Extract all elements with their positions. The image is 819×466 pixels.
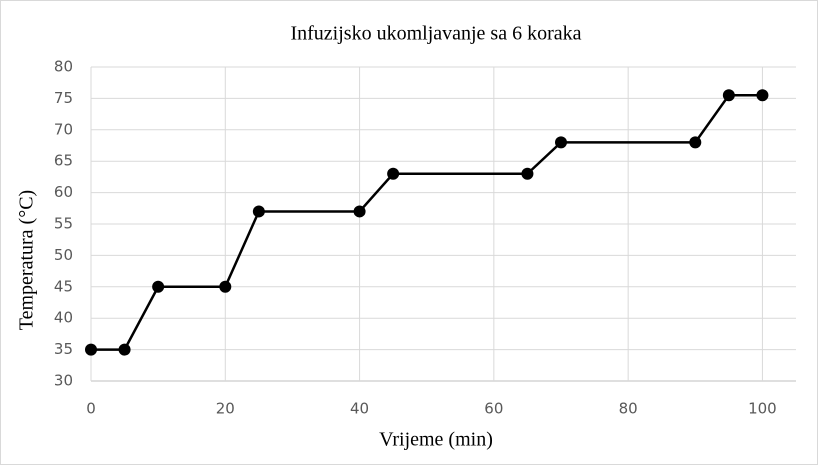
data-point	[387, 167, 400, 180]
data-point	[219, 280, 232, 293]
y-tick-label: 35	[54, 340, 73, 358]
data-line	[91, 94, 763, 351]
y-tick-label: 45	[54, 277, 73, 295]
y-tick-label: 30	[54, 372, 73, 390]
data-point	[555, 136, 567, 149]
x-tick-label: 80	[619, 400, 638, 418]
y-axis-label: Temperatura (°C)	[16, 190, 38, 330]
y-tick-label: 55	[54, 215, 73, 233]
data-point	[521, 167, 534, 180]
y-tick-label: 50	[54, 246, 73, 264]
x-axis-label: Vrijeme (min)	[379, 429, 493, 451]
chart-title: Infuzijsko ukomljavanje sa 6 koraka	[290, 23, 581, 45]
data-point	[722, 89, 735, 102]
x-tick-label: 60	[484, 400, 503, 418]
data-point	[152, 280, 165, 293]
x-tick-label: 20	[216, 400, 235, 418]
y-tick-label: 65	[54, 152, 73, 170]
y-tick-label: 70	[54, 120, 73, 138]
data-point	[756, 89, 769, 102]
x-tick-label: 100	[748, 400, 777, 418]
x-tick-label: 40	[350, 400, 369, 418]
data-point	[118, 343, 131, 356]
y-tick-label: 80	[54, 58, 73, 76]
data-point	[252, 205, 265, 218]
y-tick-label: 40	[54, 309, 73, 327]
y-tick-label: 75	[54, 89, 73, 107]
data-point	[353, 205, 366, 218]
data-point	[689, 136, 702, 149]
data-point	[85, 343, 97, 356]
x-tick-label: 0	[86, 400, 96, 418]
y-tick-label: 60	[54, 183, 73, 201]
